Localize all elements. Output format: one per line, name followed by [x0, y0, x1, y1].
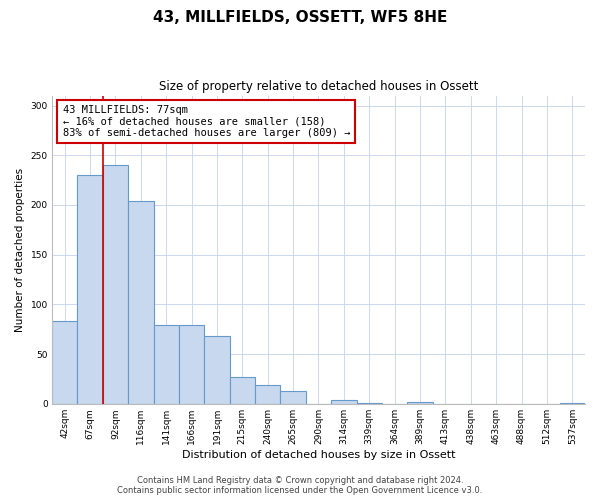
Text: 43, MILLFIELDS, OSSETT, WF5 8HE: 43, MILLFIELDS, OSSETT, WF5 8HE	[153, 10, 447, 25]
Bar	[407, 402, 433, 404]
Text: 43 MILLFIELDS: 77sqm
← 16% of detached houses are smaller (158)
83% of semi-deta: 43 MILLFIELDS: 77sqm ← 16% of detached h…	[62, 105, 350, 138]
Bar	[103, 165, 128, 404]
Bar	[255, 385, 280, 404]
X-axis label: Distribution of detached houses by size in Ossett: Distribution of detached houses by size …	[182, 450, 455, 460]
Bar	[204, 336, 230, 404]
Bar	[331, 400, 356, 404]
Text: Contains HM Land Registry data © Crown copyright and database right 2024.
Contai: Contains HM Land Registry data © Crown c…	[118, 476, 482, 495]
Bar	[77, 175, 103, 404]
Title: Size of property relative to detached houses in Ossett: Size of property relative to detached ho…	[159, 80, 478, 93]
Bar	[52, 322, 77, 404]
Bar	[179, 326, 204, 404]
Bar	[230, 377, 255, 404]
Bar	[356, 403, 382, 404]
Bar	[154, 326, 179, 404]
Y-axis label: Number of detached properties: Number of detached properties	[15, 168, 25, 332]
Bar	[560, 403, 585, 404]
Bar	[128, 201, 154, 404]
Bar	[280, 391, 306, 404]
